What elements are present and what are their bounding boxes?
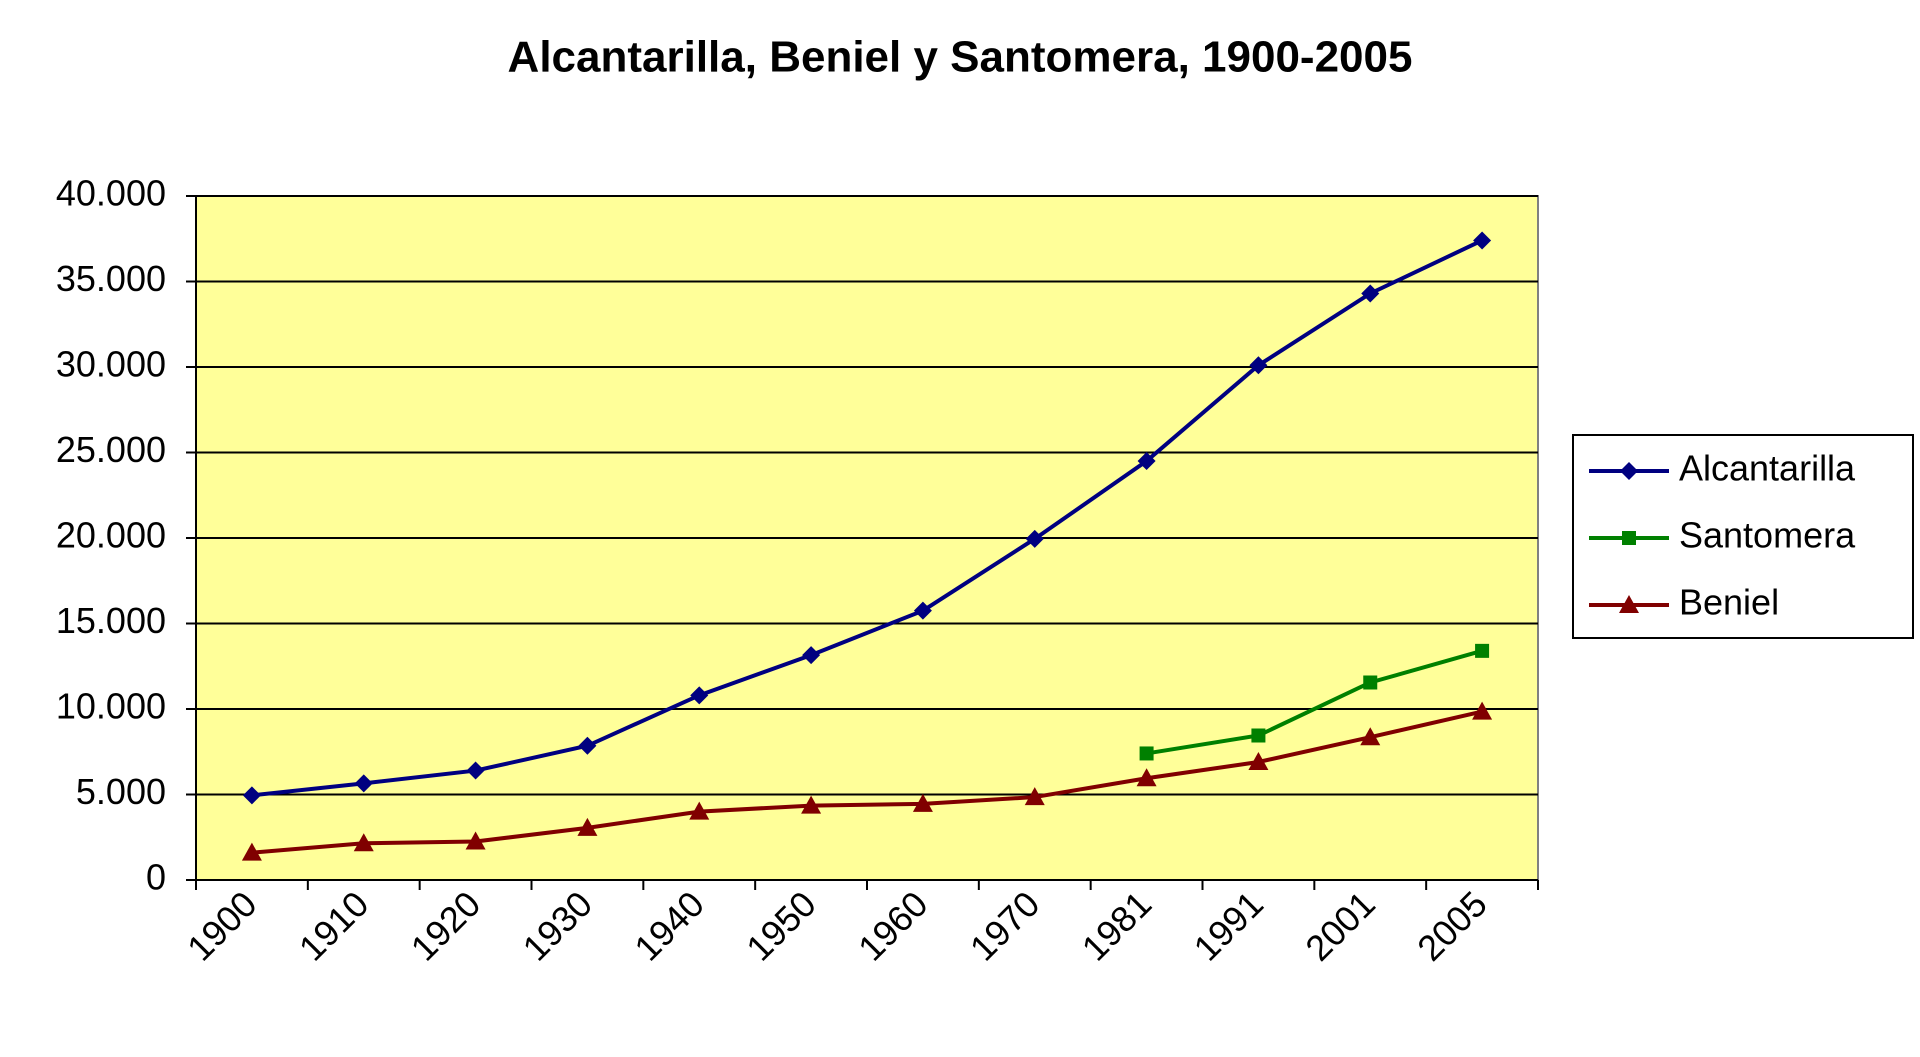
marker xyxy=(354,774,373,793)
marker xyxy=(801,795,822,814)
marker xyxy=(1620,462,1638,480)
marker xyxy=(1472,701,1493,720)
x-tick-label: 1970 xyxy=(962,883,1048,969)
legend-label: Santomera xyxy=(1679,515,1856,556)
marker xyxy=(1622,531,1636,545)
marker xyxy=(1024,787,1045,806)
chart-title: Alcantarilla, Beniel y Santomera, 1900-2… xyxy=(508,33,1413,82)
x-tick-label: 1900 xyxy=(179,883,265,969)
x-tick-label: 1910 xyxy=(291,883,377,969)
marker xyxy=(1360,727,1381,746)
series-line xyxy=(251,709,1483,855)
marker xyxy=(1139,746,1154,761)
y-tick-label: 40.000 xyxy=(56,173,166,214)
legend-label: Beniel xyxy=(1679,582,1779,623)
series-line xyxy=(251,238,1483,798)
x-tick-label: 1950 xyxy=(738,883,824,969)
marker xyxy=(1248,752,1269,771)
x-tick-label: 1991 xyxy=(1185,883,1271,969)
marker xyxy=(465,831,486,850)
marker xyxy=(578,736,597,755)
marker xyxy=(466,761,485,780)
marker xyxy=(1619,595,1639,613)
y-tick-label: 30.000 xyxy=(56,344,166,385)
y-tick-label: 0 xyxy=(146,857,166,898)
x-tick-label: 2005 xyxy=(1409,883,1495,969)
marker xyxy=(913,601,932,620)
marker xyxy=(1363,675,1378,690)
marker xyxy=(1249,356,1268,375)
y-tick-label: 25.000 xyxy=(56,429,166,470)
marker xyxy=(577,817,598,836)
marker xyxy=(689,801,710,820)
y-tick-label: 35.000 xyxy=(56,258,166,299)
x-tick-label: 2001 xyxy=(1297,883,1383,969)
marker xyxy=(242,786,261,805)
marker xyxy=(241,842,262,861)
y-tick-label: 5.000 xyxy=(76,771,166,812)
marker xyxy=(353,833,374,852)
marker xyxy=(802,646,821,665)
x-tick-label: 1930 xyxy=(514,883,600,969)
y-tick-label: 10.000 xyxy=(56,686,166,727)
marker xyxy=(1475,643,1490,658)
marker xyxy=(1251,728,1266,743)
marker xyxy=(912,793,933,812)
legend-label: Alcantarilla xyxy=(1679,448,1856,489)
x-tick-label: 1981 xyxy=(1074,883,1160,969)
marker xyxy=(1137,452,1156,471)
marker xyxy=(1473,231,1492,250)
series-line xyxy=(1146,648,1483,756)
marker xyxy=(1025,529,1044,548)
x-tick-label: 1960 xyxy=(850,883,936,969)
marker xyxy=(1361,284,1380,303)
y-tick-label: 20.000 xyxy=(56,515,166,556)
marker xyxy=(1136,768,1157,787)
marker xyxy=(690,686,709,705)
x-tick-label: 1920 xyxy=(403,883,489,969)
y-tick-label: 15.000 xyxy=(56,600,166,641)
x-tick-label: 1940 xyxy=(626,883,712,969)
